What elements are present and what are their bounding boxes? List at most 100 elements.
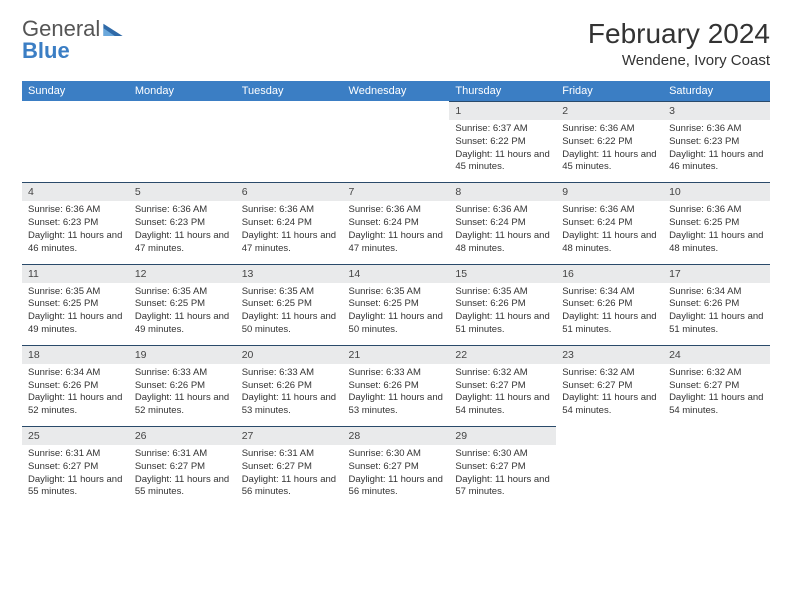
day-number: 2 bbox=[556, 101, 663, 120]
day-number: 12 bbox=[129, 264, 236, 283]
sunrise-text: Sunrise: 6:32 AM bbox=[669, 367, 764, 380]
calendar-cell: 13Sunrise: 6:35 AMSunset: 6:25 PMDayligh… bbox=[236, 264, 343, 345]
daylight-text: Daylight: 11 hours and 49 minutes. bbox=[28, 311, 123, 337]
calendar-cell bbox=[129, 101, 236, 182]
day-number: 21 bbox=[343, 345, 450, 364]
calendar-cell: 2Sunrise: 6:36 AMSunset: 6:22 PMDaylight… bbox=[556, 101, 663, 182]
daylight-text: Daylight: 11 hours and 46 minutes. bbox=[28, 230, 123, 256]
sunset-text: Sunset: 6:25 PM bbox=[242, 298, 337, 311]
daylight-text: Daylight: 11 hours and 45 minutes. bbox=[455, 149, 550, 175]
sunrise-text: Sunrise: 6:36 AM bbox=[242, 204, 337, 217]
calendar-cell bbox=[663, 426, 770, 507]
calendar-cell: 15Sunrise: 6:35 AMSunset: 6:26 PMDayligh… bbox=[449, 264, 556, 345]
day-data: Sunrise: 6:34 AMSunset: 6:26 PMDaylight:… bbox=[22, 364, 129, 426]
calendar-cell: 17Sunrise: 6:34 AMSunset: 6:26 PMDayligh… bbox=[663, 264, 770, 345]
sunset-text: Sunset: 6:22 PM bbox=[455, 136, 550, 149]
day-number: 3 bbox=[663, 101, 770, 120]
sunrise-text: Sunrise: 6:35 AM bbox=[349, 286, 444, 299]
calendar-cell bbox=[343, 101, 450, 182]
daylight-text: Daylight: 11 hours and 51 minutes. bbox=[455, 311, 550, 337]
sunset-text: Sunset: 6:26 PM bbox=[455, 298, 550, 311]
calendar-cell: 1Sunrise: 6:37 AMSunset: 6:22 PMDaylight… bbox=[449, 101, 556, 182]
sunset-text: Sunset: 6:27 PM bbox=[669, 380, 764, 393]
sunset-text: Sunset: 6:27 PM bbox=[455, 380, 550, 393]
calendar-cell: 16Sunrise: 6:34 AMSunset: 6:26 PMDayligh… bbox=[556, 264, 663, 345]
day-data: Sunrise: 6:30 AMSunset: 6:27 PMDaylight:… bbox=[343, 445, 450, 507]
calendar-week-row: 25Sunrise: 6:31 AMSunset: 6:27 PMDayligh… bbox=[22, 426, 770, 507]
calendar-table: Sunday Monday Tuesday Wednesday Thursday… bbox=[22, 81, 770, 507]
weekday-header: Sunday bbox=[22, 81, 129, 101]
month-title: February 2024 bbox=[588, 18, 770, 50]
calendar-cell: 6Sunrise: 6:36 AMSunset: 6:24 PMDaylight… bbox=[236, 182, 343, 263]
sunset-text: Sunset: 6:23 PM bbox=[28, 217, 123, 230]
daylight-text: Daylight: 11 hours and 46 minutes. bbox=[669, 149, 764, 175]
daylight-text: Daylight: 11 hours and 57 minutes. bbox=[455, 474, 550, 500]
sunset-text: Sunset: 6:22 PM bbox=[562, 136, 657, 149]
sunrise-text: Sunrise: 6:35 AM bbox=[455, 286, 550, 299]
calendar-cell bbox=[22, 101, 129, 182]
daylight-text: Daylight: 11 hours and 47 minutes. bbox=[135, 230, 230, 256]
sunrise-text: Sunrise: 6:34 AM bbox=[669, 286, 764, 299]
sunrise-text: Sunrise: 6:31 AM bbox=[135, 448, 230, 461]
daylight-text: Daylight: 11 hours and 55 minutes. bbox=[28, 474, 123, 500]
weekday-header: Thursday bbox=[449, 81, 556, 101]
calendar-cell: 28Sunrise: 6:30 AMSunset: 6:27 PMDayligh… bbox=[343, 426, 450, 507]
calendar-week-row: 18Sunrise: 6:34 AMSunset: 6:26 PMDayligh… bbox=[22, 345, 770, 426]
day-number: 4 bbox=[22, 182, 129, 201]
day-data: Sunrise: 6:37 AMSunset: 6:22 PMDaylight:… bbox=[449, 120, 556, 182]
day-number: 5 bbox=[129, 182, 236, 201]
weekday-header: Monday bbox=[129, 81, 236, 101]
calendar-cell: 20Sunrise: 6:33 AMSunset: 6:26 PMDayligh… bbox=[236, 345, 343, 426]
sunset-text: Sunset: 6:27 PM bbox=[135, 461, 230, 474]
sunrise-text: Sunrise: 6:31 AM bbox=[242, 448, 337, 461]
sunset-text: Sunset: 6:24 PM bbox=[349, 217, 444, 230]
day-data: Sunrise: 6:33 AMSunset: 6:26 PMDaylight:… bbox=[129, 364, 236, 426]
calendar-cell: 10Sunrise: 6:36 AMSunset: 6:25 PMDayligh… bbox=[663, 182, 770, 263]
calendar-cell: 24Sunrise: 6:32 AMSunset: 6:27 PMDayligh… bbox=[663, 345, 770, 426]
sunset-text: Sunset: 6:24 PM bbox=[455, 217, 550, 230]
day-data: Sunrise: 6:36 AMSunset: 6:24 PMDaylight:… bbox=[236, 201, 343, 263]
sunset-text: Sunset: 6:25 PM bbox=[349, 298, 444, 311]
day-number: 14 bbox=[343, 264, 450, 283]
day-number: 24 bbox=[663, 345, 770, 364]
daylight-text: Daylight: 11 hours and 55 minutes. bbox=[135, 474, 230, 500]
day-data: Sunrise: 6:34 AMSunset: 6:26 PMDaylight:… bbox=[663, 283, 770, 345]
day-number: 13 bbox=[236, 264, 343, 283]
daylight-text: Daylight: 11 hours and 47 minutes. bbox=[242, 230, 337, 256]
sunset-text: Sunset: 6:27 PM bbox=[349, 461, 444, 474]
day-number: 23 bbox=[556, 345, 663, 364]
location-title: Wendene, Ivory Coast bbox=[588, 52, 770, 69]
day-number: 7 bbox=[343, 182, 450, 201]
day-number: 29 bbox=[449, 426, 556, 445]
sunrise-text: Sunrise: 6:35 AM bbox=[242, 286, 337, 299]
sunrise-text: Sunrise: 6:35 AM bbox=[28, 286, 123, 299]
sunrise-text: Sunrise: 6:36 AM bbox=[455, 204, 550, 217]
calendar-cell: 4 Sunrise: 6:36 AMSunset: 6:23 PMDaylight… bbox=[22, 182, 129, 263]
daylight-text: Daylight: 11 hours and 56 minutes. bbox=[349, 474, 444, 500]
sunrise-text: Sunrise: 6:31 AM bbox=[28, 448, 123, 461]
day-number: 11 bbox=[22, 264, 129, 283]
sunset-text: Sunset: 6:24 PM bbox=[562, 217, 657, 230]
sunrise-text: Sunrise: 6:33 AM bbox=[135, 367, 230, 380]
daylight-text: Daylight: 11 hours and 52 minutes. bbox=[135, 392, 230, 418]
calendar-cell: 26Sunrise: 6:31 AMSunset: 6:27 PMDayligh… bbox=[129, 426, 236, 507]
sunrise-text: Sunrise: 6:36 AM bbox=[28, 204, 123, 217]
daylight-text: Daylight: 11 hours and 54 minutes. bbox=[562, 392, 657, 418]
day-number: 25 bbox=[22, 426, 129, 445]
calendar-cell bbox=[236, 101, 343, 182]
day-data: Sunrise: 6:36 AMSunset: 6:24 PMDaylight:… bbox=[449, 201, 556, 263]
day-data: Sunrise: 6:31 AMSunset: 6:27 PMDaylight:… bbox=[129, 445, 236, 507]
calendar-week-row: 1Sunrise: 6:37 AMSunset: 6:22 PMDaylight… bbox=[22, 101, 770, 182]
title-block: February 2024 Wendene, Ivory Coast bbox=[588, 18, 770, 69]
calendar-cell: 5Sunrise: 6:36 AMSunset: 6:23 PMDaylight… bbox=[129, 182, 236, 263]
sunrise-text: Sunrise: 6:37 AM bbox=[455, 123, 550, 136]
sunset-text: Sunset: 6:26 PM bbox=[242, 380, 337, 393]
sunset-text: Sunset: 6:26 PM bbox=[28, 380, 123, 393]
sunset-text: Sunset: 6:26 PM bbox=[349, 380, 444, 393]
sunrise-text: Sunrise: 6:36 AM bbox=[562, 204, 657, 217]
calendar-cell: 21Sunrise: 6:33 AMSunset: 6:26 PMDayligh… bbox=[343, 345, 450, 426]
day-data: Sunrise: 6:35 AMSunset: 6:25 PMDaylight:… bbox=[129, 283, 236, 345]
sunrise-text: Sunrise: 6:32 AM bbox=[455, 367, 550, 380]
sunset-text: Sunset: 6:26 PM bbox=[562, 298, 657, 311]
day-data: Sunrise: 6:32 AMSunset: 6:27 PMDaylight:… bbox=[449, 364, 556, 426]
